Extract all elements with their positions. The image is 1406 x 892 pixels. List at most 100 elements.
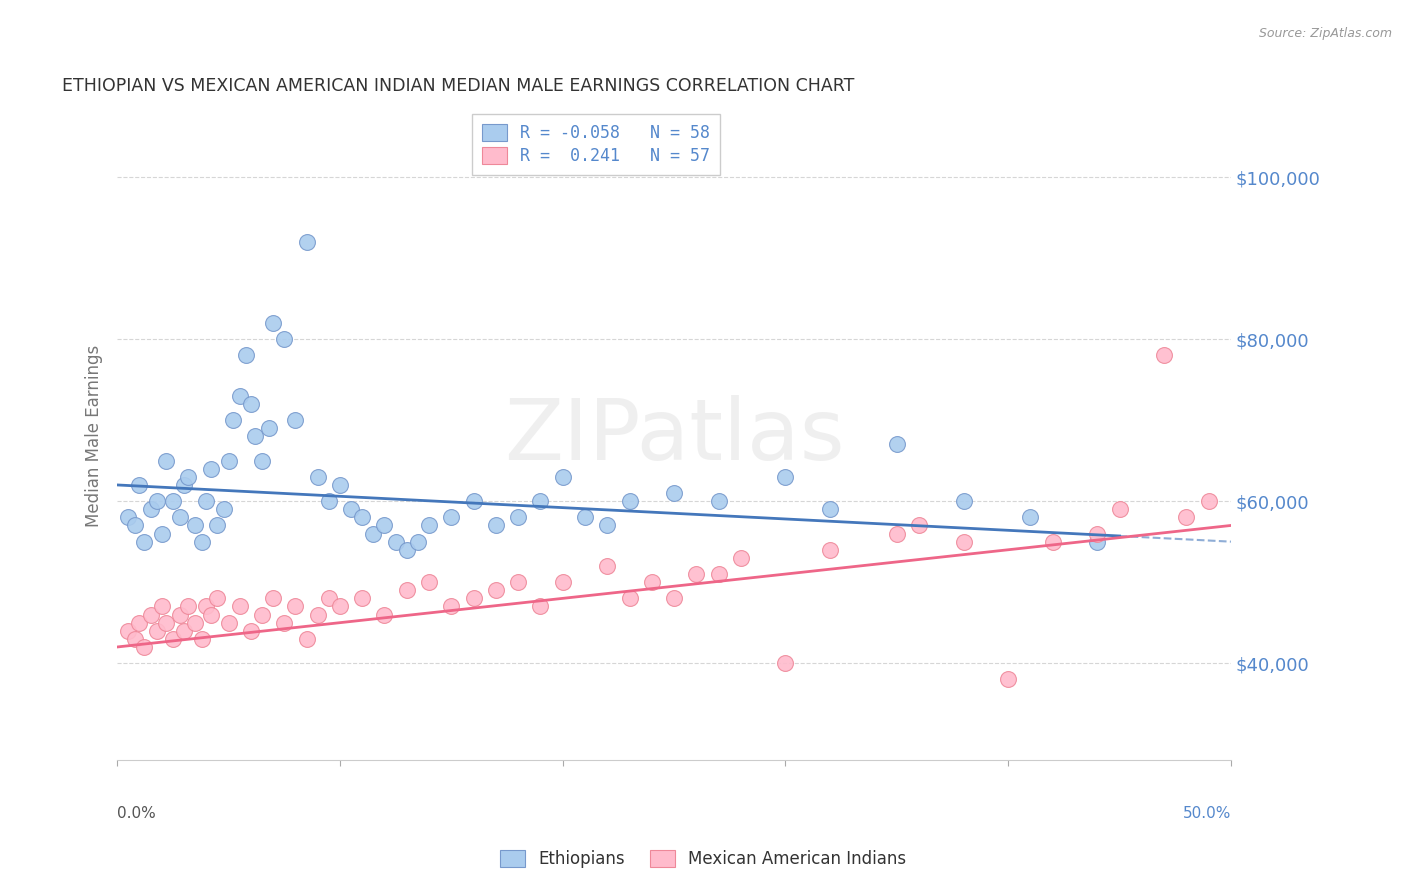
Point: [207, 591, 229, 606]
Point: [132, 534, 155, 549]
Text: 0.0%: 0.0%: [117, 805, 156, 821]
Point: [685, 567, 707, 582]
Point: [262, 316, 284, 330]
Point: [707, 494, 730, 508]
Point: [284, 599, 307, 614]
Point: [775, 470, 797, 484]
Text: Source: ZipAtlas.com: Source: ZipAtlas.com: [1258, 27, 1392, 40]
Point: [239, 397, 262, 411]
Point: [997, 673, 1019, 687]
Point: [124, 632, 146, 646]
Point: [228, 599, 250, 614]
Point: [418, 575, 440, 590]
Point: [195, 494, 218, 508]
Point: [818, 542, 841, 557]
Point: [173, 478, 195, 492]
Point: [596, 518, 619, 533]
Point: [619, 494, 641, 508]
Point: [162, 632, 184, 646]
Point: [222, 413, 245, 427]
Point: [384, 534, 406, 549]
Point: [352, 591, 374, 606]
Point: [273, 332, 295, 346]
Point: [200, 461, 222, 475]
Point: [177, 599, 200, 614]
Text: ETHIOPIAN VS MEXICAN AMERICAN INDIAN MEDIAN MALE EARNINGS CORRELATION CHART: ETHIOPIAN VS MEXICAN AMERICAN INDIAN MED…: [62, 78, 853, 95]
Point: [373, 607, 395, 622]
Point: [295, 632, 318, 646]
Point: [1085, 534, 1108, 549]
Point: [485, 583, 508, 598]
Point: [128, 615, 150, 630]
Point: [195, 599, 218, 614]
Point: [207, 518, 229, 533]
Point: [329, 478, 352, 492]
Point: [463, 591, 485, 606]
Point: [551, 575, 574, 590]
Point: [212, 502, 235, 516]
Point: [150, 599, 173, 614]
Point: [191, 534, 214, 549]
Point: [200, 607, 222, 622]
Point: [463, 494, 485, 508]
Point: [641, 575, 664, 590]
Point: [508, 510, 530, 524]
Point: [886, 526, 908, 541]
Point: [818, 502, 841, 516]
Point: [707, 567, 730, 582]
Point: [146, 624, 169, 638]
Point: [117, 510, 139, 524]
Point: [329, 599, 352, 614]
Point: [508, 575, 530, 590]
Point: [662, 591, 685, 606]
Point: [273, 615, 295, 630]
Point: [150, 526, 173, 541]
Point: [1198, 494, 1220, 508]
Point: [169, 510, 191, 524]
Point: [1108, 502, 1130, 516]
Point: [262, 591, 284, 606]
Point: [235, 348, 257, 362]
Point: [363, 526, 385, 541]
Point: [730, 550, 752, 565]
Point: [117, 624, 139, 638]
Point: [173, 624, 195, 638]
Point: [485, 518, 508, 533]
Point: [169, 607, 191, 622]
Point: [155, 615, 177, 630]
Point: [340, 502, 363, 516]
Point: [250, 607, 273, 622]
Point: [184, 518, 207, 533]
Point: [775, 656, 797, 670]
Point: [440, 510, 463, 524]
Point: [245, 429, 267, 443]
Point: [162, 494, 184, 508]
Point: [1042, 534, 1064, 549]
Point: [440, 599, 463, 614]
Point: [124, 518, 146, 533]
Point: [662, 486, 685, 500]
Point: [250, 453, 273, 467]
Point: [395, 583, 418, 598]
Point: [307, 607, 329, 622]
Point: [574, 510, 596, 524]
Point: [1153, 348, 1175, 362]
Point: [596, 558, 619, 573]
Point: [373, 518, 395, 533]
Point: [529, 599, 551, 614]
Point: [307, 470, 329, 484]
Point: [406, 534, 429, 549]
Point: [418, 518, 440, 533]
Point: [218, 453, 240, 467]
Point: [908, 518, 931, 533]
Point: [551, 470, 574, 484]
Point: [139, 607, 162, 622]
Legend: Ethiopians, Mexican American Indians: Ethiopians, Mexican American Indians: [494, 843, 912, 875]
Point: [218, 615, 240, 630]
Point: [184, 615, 207, 630]
Point: [886, 437, 908, 451]
Point: [352, 510, 374, 524]
Point: [191, 632, 214, 646]
Point: [952, 534, 974, 549]
Point: [132, 640, 155, 654]
